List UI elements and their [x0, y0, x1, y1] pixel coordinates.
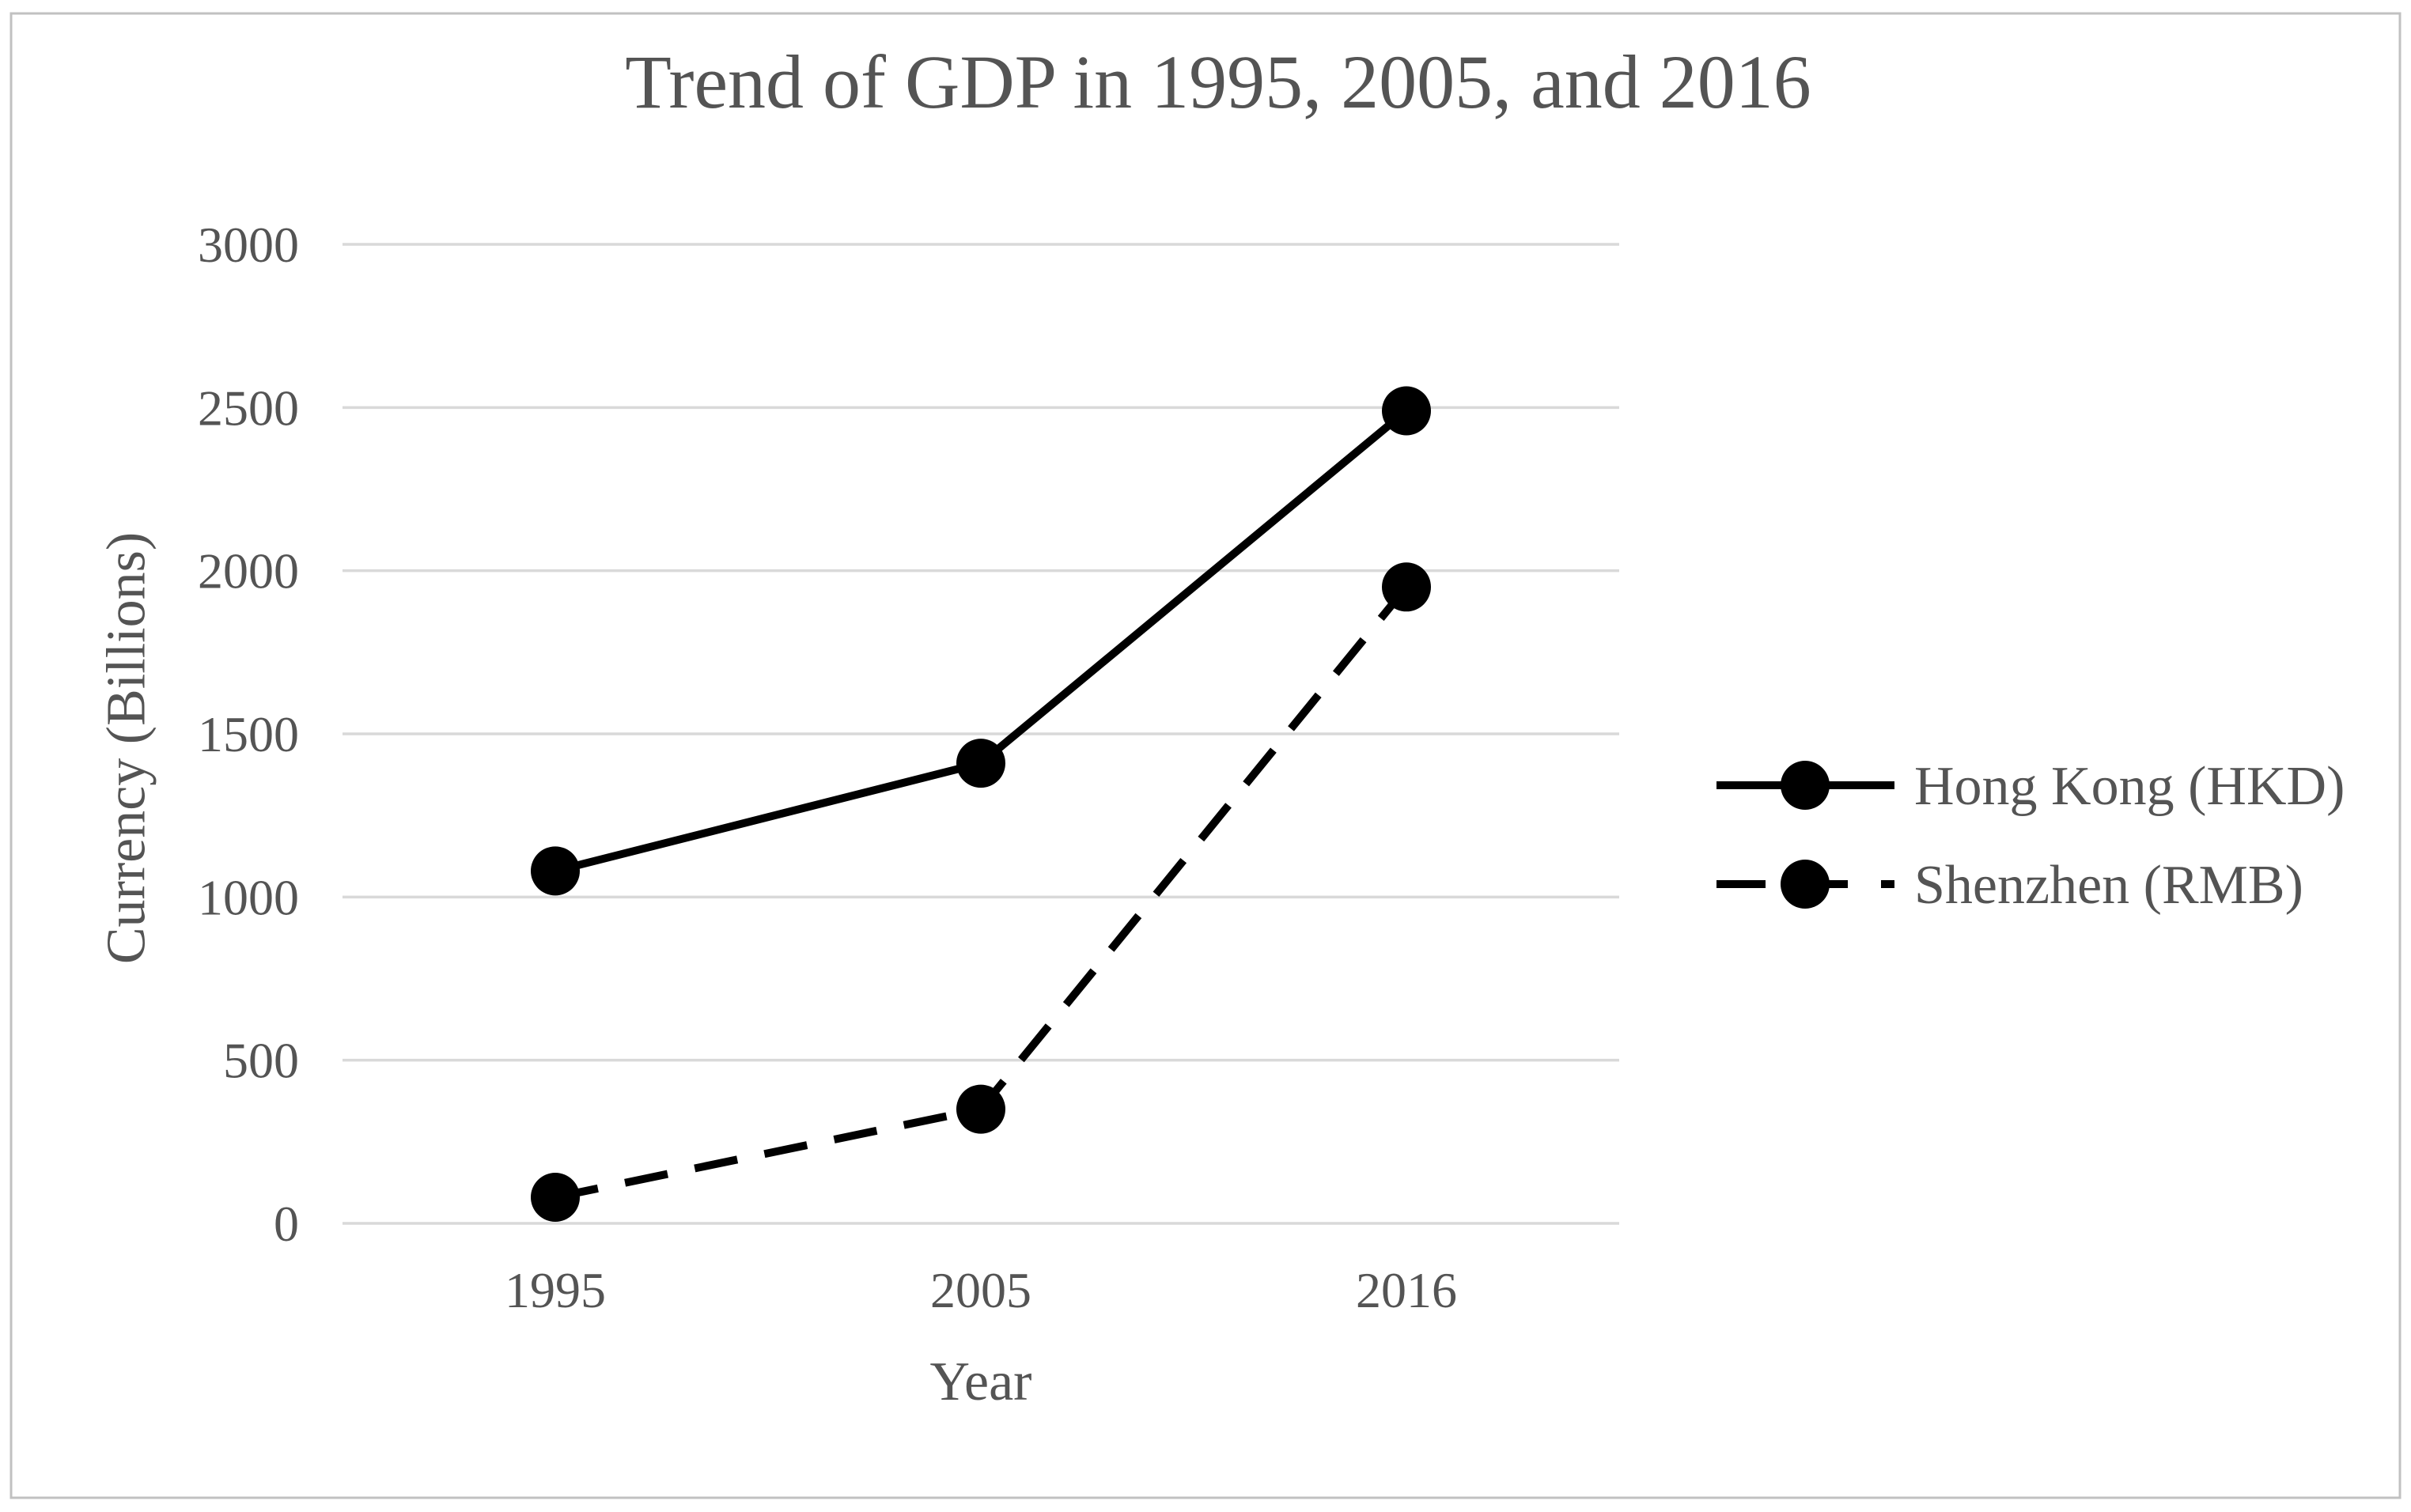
- y-tick-label: 2000: [198, 543, 299, 599]
- legend-label-shenzhen-rmb: Shenzhen (RMB): [1914, 855, 2303, 916]
- chart-title: Trend of GDP in 1995, 2005, and 2016: [625, 40, 1811, 124]
- y-tick-label: 500: [223, 1033, 299, 1089]
- data-point-marker-shenzhen-rmb: [956, 1084, 1005, 1134]
- legend-label-hong-kong-hkd: Hong Kong (HKD): [1914, 756, 2345, 817]
- data-point-marker-hong-kong-hkd: [1382, 386, 1431, 436]
- x-axis-title: Year: [930, 1351, 1032, 1412]
- data-point-marker-shenzhen-rmb: [1382, 562, 1431, 612]
- x-tick-label: 2005: [930, 1262, 1031, 1318]
- data-point-marker-shenzhen-rmb: [531, 1172, 580, 1222]
- plot-series: [531, 386, 1431, 1222]
- x-tick-label: 2016: [1356, 1262, 1457, 1318]
- y-axis-title: Currency (Billions): [97, 532, 157, 964]
- series-line-hong-kong-hkd: [554, 407, 1410, 875]
- legend: Hong Kong (HKD) Shenzhen (RMB): [1716, 756, 2345, 916]
- y-axis-tick-labels: 0 500 1000 1500 2000 2500 3000: [198, 217, 299, 1252]
- y-tick-label: 1500: [198, 706, 299, 762]
- x-tick-label: 1995: [505, 1262, 606, 1318]
- y-tick-label: 3000: [198, 217, 299, 273]
- y-tick-label: 2500: [198, 380, 299, 436]
- data-point-marker-hong-kong-hkd: [956, 739, 1005, 788]
- legend-marker-shenzhen-rmb: [1781, 860, 1830, 909]
- y-tick-label: 1000: [198, 869, 299, 925]
- x-axis-tick-labels: 1995 2005 2016: [505, 1262, 1457, 1318]
- legend-marker-hong-kong-hkd: [1781, 761, 1830, 810]
- y-tick-label: 0: [274, 1196, 299, 1252]
- chart-border: [9, 12, 2402, 1499]
- data-point-marker-hong-kong-hkd: [531, 846, 580, 896]
- gridlines: [343, 243, 1619, 1225]
